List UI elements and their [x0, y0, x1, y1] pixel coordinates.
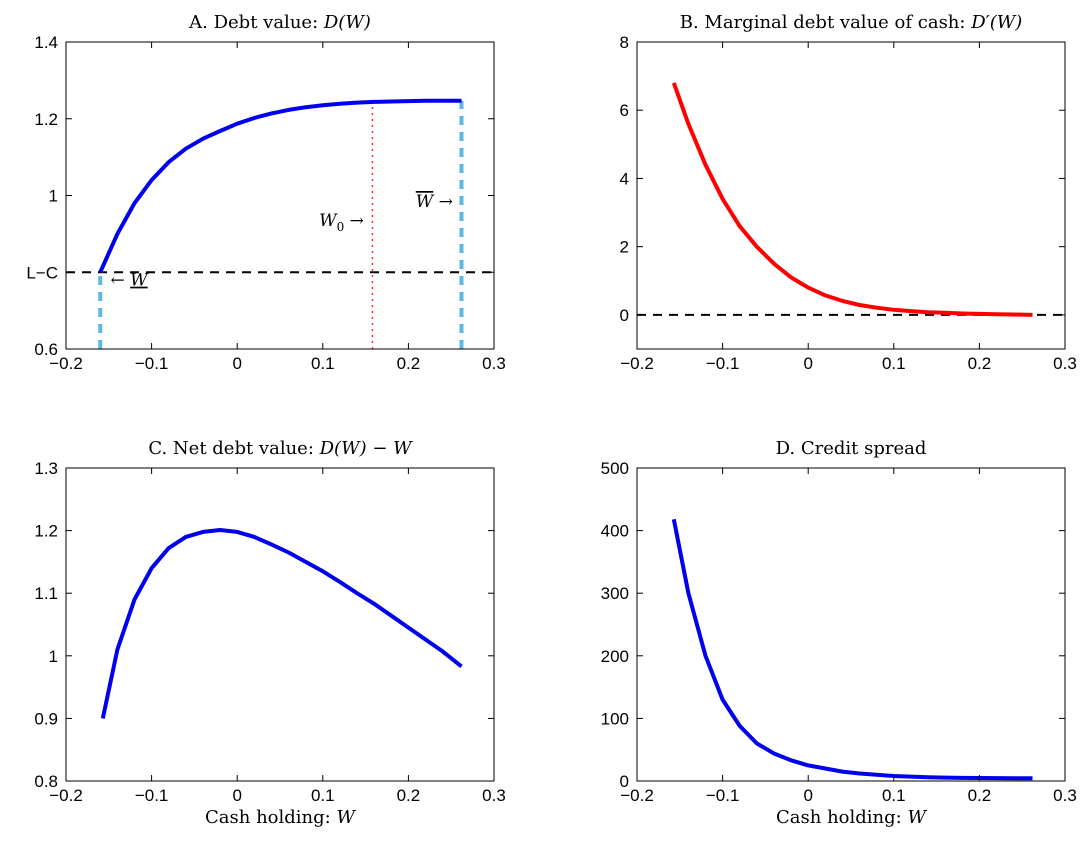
- chart-c-y-tick-label-0p9: 0.9: [34, 709, 58, 728]
- chart-d-x-tick-label-0: 0: [803, 786, 812, 805]
- chart-c-y-tick-label-1p2: 1.2: [34, 522, 58, 541]
- chart-c-x-axis-label-text: Cash holding:: [205, 807, 336, 828]
- chart-a-title-math: D(W): [323, 12, 371, 33]
- chart-b-title-math: D′(W): [970, 12, 1022, 33]
- chart-b-x-tick-label-0p1: 0.1: [882, 354, 906, 373]
- chart-c-axes-box: [65, 467, 495, 782]
- chart-a-y-tick-label-1p4: 1.4: [34, 33, 58, 52]
- chart-b-x-tick-label-0p2: 0.2: [968, 354, 992, 373]
- chart-a-y-tick-label-1p2: 1.2: [34, 110, 58, 129]
- chart-c-x-axis-label-math: W: [336, 807, 356, 828]
- chart-c-x-tick-label-0: 0: [232, 786, 241, 805]
- chart-c-y-tick-label-0p8: 0.8: [34, 772, 58, 791]
- chart-c-x-tick-label-m0p2: −0.2: [49, 786, 83, 805]
- chart-c-x-axis-label: Cash holding: W: [205, 807, 356, 828]
- chart-b-y-tick-label-6: 6: [620, 101, 629, 120]
- chart-d-title: D. Credit spread: [776, 438, 927, 459]
- chart-a-series-line-0: [98, 98, 462, 274]
- chart-a-annotation-2: W →: [416, 192, 453, 212]
- chart-d-x-tick-label-0p2: 0.2: [968, 786, 992, 805]
- chart-b-x-tick-label-m0p2: −0.2: [620, 354, 654, 373]
- chart-c-x-tick-label-0p2: 0.2: [397, 786, 421, 805]
- chart-c-series-line-0: [100, 528, 463, 719]
- chart-a-title: A. Debt value: D(W): [188, 12, 371, 33]
- chart-a-title-text: A. Debt value:: [188, 12, 324, 33]
- chart-b-y-tick-label-4: 4: [620, 169, 629, 188]
- chart-c-x-tick-label-0p3: 0.3: [482, 786, 506, 805]
- chart-d: −0.2 −0.1 0 0.1 0.2 0.3 0 100 200 300 400 500 D. Cre…: [601, 438, 1077, 828]
- chart-a-annotation-1: W0 →: [319, 211, 364, 234]
- chart-d-x-tick-label-0p3: 0.3: [1053, 786, 1077, 805]
- chart-d-y-tick-label-500: 500: [601, 459, 629, 478]
- chart-b-title: B. Marginal debt value of cash: D′(W): [680, 12, 1023, 33]
- chart-b-x-tick-label-m0p1: −0.1: [706, 354, 740, 373]
- chart-c-title-math: D(W) − W: [319, 438, 414, 459]
- chart-a: −0.2 −0.1 0 0.1 0.2 0.3 0.6 L−C 1 1.2 1.4 A. Debt v…: [26, 12, 505, 373]
- chart-a-y-tick-label-0p6: 0.6: [34, 340, 58, 359]
- chart-a-x-tick-label-0p3: 0.3: [482, 354, 506, 373]
- chart-d-series-line-0: [671, 518, 1033, 781]
- chart-b-axes-box: [636, 41, 1066, 350]
- chart-d-y-tick-label-300: 300: [601, 584, 629, 603]
- chart-d-x-axis-label-text: Cash holding:: [776, 807, 907, 828]
- chart-c-title: C. Net debt value: D(W) − W: [148, 438, 413, 459]
- chart-d-x-tick-label-0p1: 0.1: [882, 786, 906, 805]
- chart-d-title-text: D. Credit spread: [776, 438, 927, 459]
- chart-b-y-tick-label-0: 0: [620, 306, 629, 325]
- chart-c: −0.2 −0.1 0 0.1 0.2 0.3 0.8 0.9 1 1.1 1.2 1.3 C. Net…: [34, 438, 505, 828]
- chart-d-y-tick-label-400: 400: [601, 522, 629, 541]
- chart-a-x-tick-label-m0p2: −0.2: [49, 354, 83, 373]
- chart-c-x-tick-label-m0p1: −0.1: [135, 786, 169, 805]
- chart-d-x-axis-label: Cash holding: W: [776, 807, 927, 828]
- chart-d-x-axis-label-math: W: [907, 807, 927, 828]
- chart-b-series-line-0: [671, 82, 1033, 317]
- chart-b-x-tick-label-0p3: 0.3: [1053, 354, 1077, 373]
- chart-b: −0.2 −0.1 0 0.1 0.2 0.3 0 2 4 6 8 B. Marginal debt …: [620, 12, 1077, 373]
- chart-c-title-text: C. Net debt value:: [148, 438, 319, 459]
- chart-a-x-tick-label-0: 0: [232, 354, 241, 373]
- chart-b-y-tick-label-8: 8: [620, 33, 629, 52]
- chart-c-y-tick-label-1p1: 1.1: [34, 584, 58, 603]
- chart-d-y-tick-label-200: 200: [601, 647, 629, 666]
- chart-d-axes-box: [636, 467, 1066, 782]
- chart-c-y-tick-label-1p3: 1.3: [34, 459, 58, 478]
- chart-a-y-tick-label-1: 1: [49, 187, 58, 206]
- chart-a-annotation-0: ← W: [111, 271, 150, 291]
- chart-a-y-tick-label-0p8: L−C: [26, 263, 58, 282]
- chart-c-x-tick-label-0p1: 0.1: [311, 786, 335, 805]
- chart-b-title-text: B. Marginal debt value of cash:: [680, 12, 971, 33]
- chart-c-y-tick-label-1: 1: [49, 647, 58, 666]
- chart-a-x-tick-label-m0p1: −0.1: [135, 354, 169, 373]
- chart-d-y-tick-label-100: 100: [601, 709, 629, 728]
- chart-d-x-tick-label-m0p1: −0.1: [706, 786, 740, 805]
- chart-d-x-tick-label-m0p2: −0.2: [620, 786, 654, 805]
- chart-a-x-tick-label-0p1: 0.1: [311, 354, 335, 373]
- chart-b-y-tick-label-2: 2: [620, 238, 629, 257]
- chart-d-y-tick-label-0: 0: [620, 772, 629, 791]
- chart-b-x-tick-label-0: 0: [803, 354, 812, 373]
- chart-a-x-tick-label-0p2: 0.2: [397, 354, 421, 373]
